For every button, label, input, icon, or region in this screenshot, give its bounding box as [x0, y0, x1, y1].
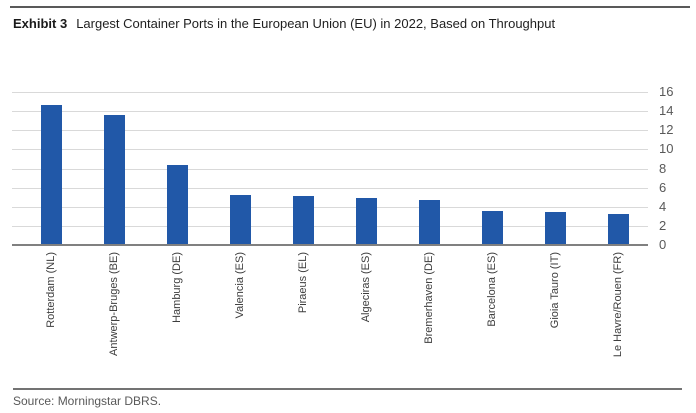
gridline-8	[12, 168, 648, 170]
bar-chart-plot-area	[12, 92, 648, 246]
bar-7	[418, 200, 440, 244]
bar-6	[355, 198, 377, 244]
exhibit-title: Exhibit 3 Largest Container Ports in the …	[13, 16, 555, 32]
gridline-6	[12, 187, 648, 189]
gridline-4	[12, 206, 648, 208]
x-tick-label-1: Rotterdam (NL)	[45, 252, 57, 328]
x-tick-label-6: Algeciras (ES)	[360, 252, 372, 323]
source-note: Source: Morningstar DBRS.	[13, 394, 162, 408]
bar-4	[229, 195, 251, 244]
x-tick-label-3: Hamburg (DE)	[171, 252, 183, 323]
x-tick-label-10: Le Havre/Rouen (FR)	[612, 252, 624, 358]
bar-3	[166, 164, 188, 244]
x-tick-label-2: Antwerp-Bruges (BE)	[108, 252, 120, 356]
gridline-14	[12, 111, 648, 113]
exhibit-number: Exhibit 3	[13, 16, 68, 31]
x-tick-label-5: Piraeus (EL)	[297, 252, 309, 314]
top-divider	[10, 6, 690, 8]
gridline-2	[12, 225, 648, 227]
bar-9	[544, 211, 566, 244]
y-tick-label-8: 8	[659, 160, 667, 176]
y-tick-label-12: 12	[659, 122, 674, 138]
gridline-12	[12, 130, 648, 132]
y-tick-label-14: 14	[659, 103, 674, 119]
y-tick-label-2: 2	[659, 217, 667, 233]
exhibit-title-text: Largest Container Ports in the European …	[76, 16, 556, 31]
y-tick-label-16: 16	[659, 84, 674, 99]
gridline-10	[12, 149, 648, 151]
bar-8	[481, 210, 503, 244]
x-tick-label-7: Bremerhaven (DE)	[423, 252, 435, 344]
bar-2	[103, 114, 125, 244]
bar-5	[292, 196, 314, 244]
gridline-16	[12, 92, 648, 93]
x-tick-label-9: Gioia Tauro (IT)	[549, 252, 561, 329]
bar-10	[607, 214, 629, 244]
y-tick-label-0: 0	[659, 237, 667, 252]
x-axis-line	[12, 244, 648, 246]
y-tick-label-6: 6	[659, 179, 667, 195]
x-tick-label-4: Valencia (ES)	[234, 252, 246, 319]
y-tick-label-10: 10	[659, 141, 674, 157]
bottom-divider	[13, 388, 682, 390]
bar-1	[40, 105, 62, 244]
x-tick-label-8: Barcelona (ES)	[486, 252, 498, 327]
y-tick-label-4: 4	[659, 198, 667, 214]
